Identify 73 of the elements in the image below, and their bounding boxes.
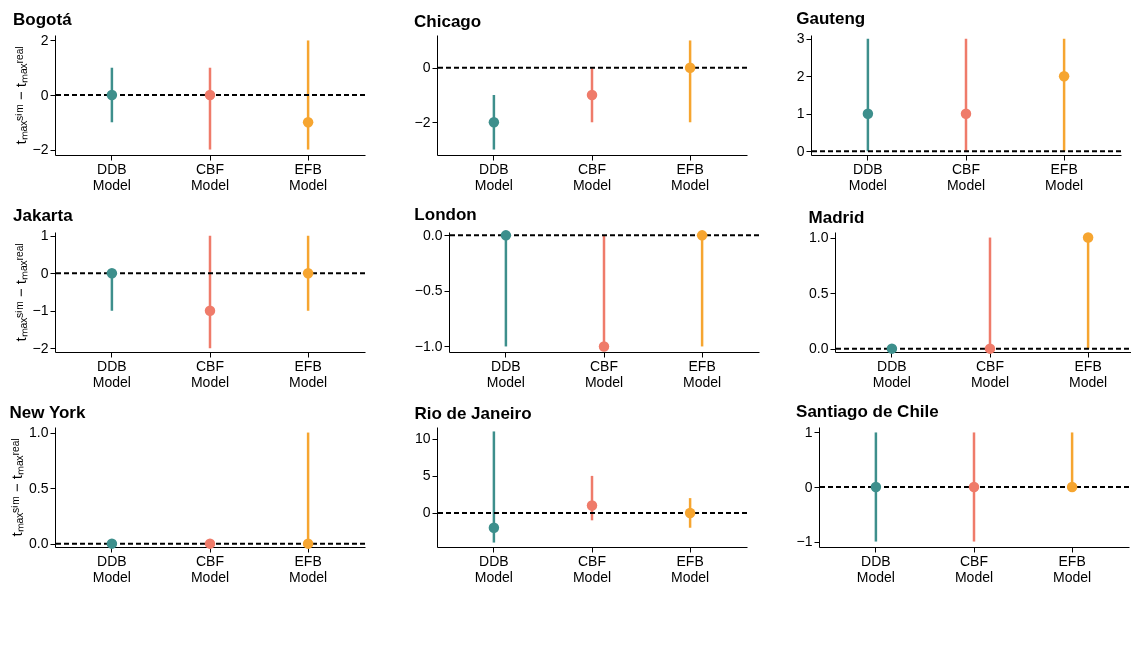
y-tick-label: −2 <box>32 141 49 158</box>
x-tick-label: CBF Model <box>190 357 230 390</box>
y-tick-label: 0.0 <box>423 226 443 243</box>
x-tick-label: DDB Model <box>856 552 895 585</box>
point <box>488 117 500 128</box>
y-tick-label: 1.0 <box>809 229 829 246</box>
chart-title: Madrid <box>808 207 865 227</box>
y-tick-label: 0 <box>796 142 805 159</box>
y-tick-label: 0 <box>804 478 813 495</box>
y-tick-label: 10 <box>414 430 431 447</box>
x-tick-label: EFB Model <box>289 357 328 390</box>
y-tick-label: 0 <box>40 86 49 103</box>
y-tick-label: 0.5 <box>29 479 49 496</box>
x-tick-label: EFB Model <box>1045 160 1084 193</box>
x-tick-label: EFB Model <box>1069 357 1108 390</box>
x-tick-label: DDB Model <box>92 552 131 585</box>
y-tick-label: 0 <box>40 264 49 281</box>
y-axis-title: tₘₐₓˢⁱᵐ − tₘₐₓʳᵉᵃˡ <box>11 46 29 145</box>
x-tick-label: DDB Model <box>486 357 525 390</box>
y-tick-label: 0 <box>422 504 431 521</box>
x-tick-label: CBF Model <box>970 357 1010 390</box>
y-tick-label: 1 <box>40 227 49 244</box>
x-tick-label: EFB Model <box>683 357 722 390</box>
x-tick-label: CBF Model <box>954 552 994 585</box>
x-tick-label: EFB Model <box>671 160 710 193</box>
chart-title: Santiago de Chile <box>796 402 939 422</box>
chart-title: Chicago <box>414 12 482 31</box>
point <box>684 507 696 519</box>
y-tick-label: −2 <box>414 113 431 130</box>
x-tick-label: CBF Model <box>584 357 624 390</box>
chart-title: Jakarta <box>13 205 74 225</box>
x-tick-label: CBF Model <box>190 160 230 193</box>
y-tick-label: 2 <box>796 67 805 84</box>
y-tick-label: −1 <box>796 533 813 550</box>
x-tick-label: CBF Model <box>946 160 986 193</box>
x-tick-label: CBF Model <box>572 160 612 193</box>
point <box>684 62 696 73</box>
y-tick-label: 0 <box>422 59 431 76</box>
y-tick-label: 5 <box>422 467 431 484</box>
y-tick-label: −1 <box>32 302 49 319</box>
x-tick-label: EFB Model <box>289 552 328 585</box>
x-tick-label: CBF Model <box>572 552 612 585</box>
y-tick-label: −2 <box>32 339 49 356</box>
y-tick-label: 1 <box>796 105 805 122</box>
y-tick-label: −0.5 <box>414 282 443 299</box>
x-tick-label: EFB Model <box>1053 552 1092 585</box>
y-tick-label: 1 <box>804 423 813 440</box>
point <box>488 522 500 533</box>
chart-title: London <box>414 205 477 225</box>
chart-title: New York <box>9 402 86 422</box>
point <box>586 89 598 101</box>
x-tick-label: DDB Model <box>474 552 513 585</box>
chart-title: Gauteng <box>796 8 866 28</box>
x-tick-label: EFB Model <box>289 160 328 193</box>
x-tick-label: DDB Model <box>92 160 131 193</box>
y-axis-title: tₘₐₓˢⁱᵐ − tₘₐₓʳᵉᵃˡ <box>8 438 26 537</box>
y-tick-label: 0.5 <box>809 284 829 301</box>
x-tick-label: EFB Model <box>671 552 710 585</box>
x-tick-label: DDB Model <box>848 160 887 193</box>
y-tick-label: 3 <box>796 30 805 47</box>
x-tick-label: DDB Model <box>92 357 131 390</box>
x-tick-label: CBF Model <box>190 552 230 585</box>
y-tick-label: 2 <box>40 31 49 48</box>
y-axis-title: tₘₐₓˢⁱᵐ − tₘₐₓʳᵉᵃˡ <box>11 243 29 342</box>
y-tick-label: 0.0 <box>29 535 49 552</box>
y-tick-label: −1.0 <box>414 337 443 354</box>
chart-title: Rio de Janeiro <box>414 404 532 423</box>
y-tick-label: 0.0 <box>809 340 829 357</box>
x-tick-label: DDB Model <box>872 357 911 390</box>
y-tick-label: 1.0 <box>29 424 49 441</box>
point <box>586 500 598 511</box>
x-tick-label: DDB Model <box>474 160 513 193</box>
chart-title: Bogotá <box>13 10 73 30</box>
